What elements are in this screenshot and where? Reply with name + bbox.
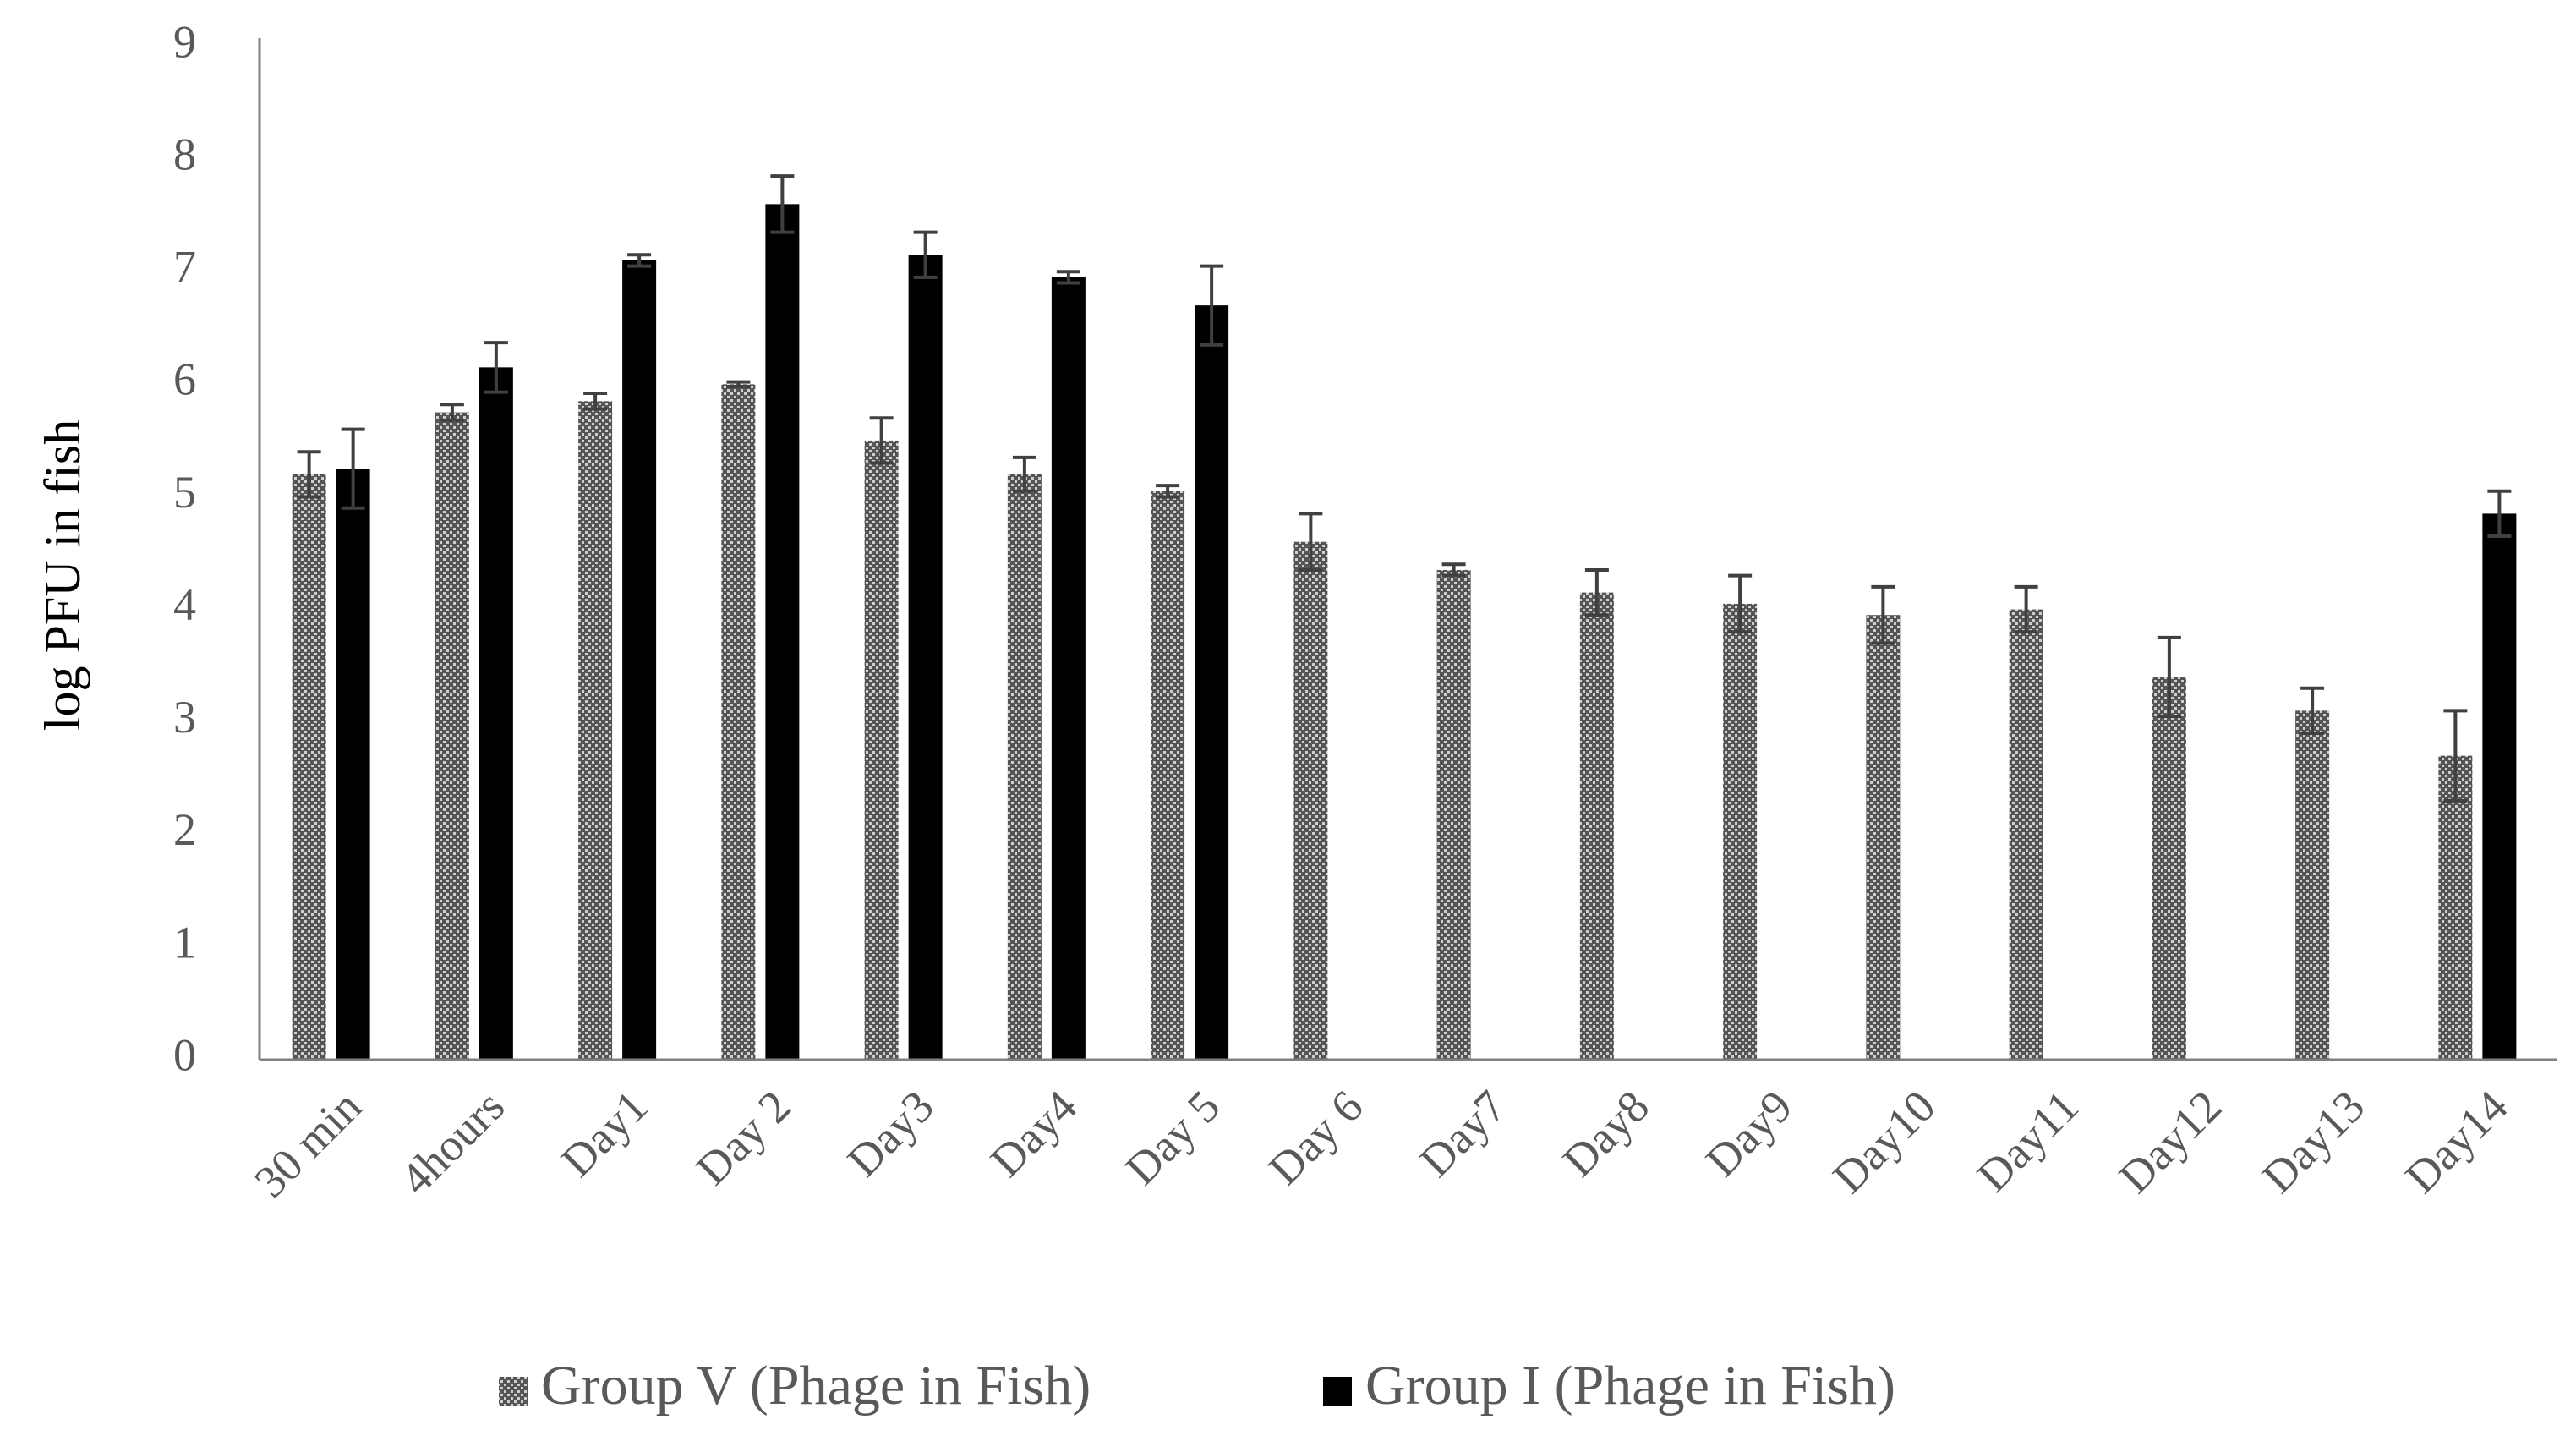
x-tick-label: Day11 <box>1967 1081 2088 1202</box>
error-bar <box>1012 455 1036 493</box>
error-bar <box>1299 512 1323 572</box>
error-bar <box>297 450 321 499</box>
error-bar <box>2300 686 2325 735</box>
error-bar <box>341 427 365 510</box>
error-bar <box>2443 709 2468 803</box>
x-tick-label: Day10 <box>1823 1081 1944 1203</box>
x-tick-label: Day3 <box>838 1081 943 1187</box>
error-bar <box>440 403 464 422</box>
bar <box>435 412 469 1061</box>
legend-label: Group V (Phage in Fish) <box>541 1355 1091 1417</box>
x-tick-label: Day4 <box>981 1081 1086 1187</box>
error-bar <box>1584 567 1609 617</box>
y-tick-label: 3 <box>173 692 196 743</box>
error-bar <box>1441 562 1466 578</box>
y-tick-label: 7 <box>173 242 196 293</box>
bar <box>2438 755 2473 1060</box>
x-tick-label: Day14 <box>2395 1081 2517 1203</box>
bar <box>2152 677 2186 1060</box>
bar <box>1151 491 1185 1060</box>
error-bar <box>2157 635 2181 719</box>
bar <box>1007 474 1042 1060</box>
error-bar <box>869 416 894 465</box>
error-bar <box>1200 264 1224 347</box>
x-tick-label: Day9 <box>1696 1081 1802 1187</box>
y-tick-label: 4 <box>173 579 196 630</box>
bar <box>2009 609 2043 1060</box>
bar <box>1866 615 1901 1060</box>
bar <box>2295 710 2330 1060</box>
bar <box>622 260 657 1060</box>
error-bar <box>1871 584 1895 645</box>
y-tick-label: 9 <box>173 16 196 67</box>
error-bar <box>2014 584 2038 634</box>
y-axis-label: log PFU in fish <box>35 419 90 731</box>
x-tick-label: Day 6 <box>1259 1081 1373 1195</box>
bar <box>1293 541 1328 1060</box>
error-bar <box>484 341 508 394</box>
bar <box>908 255 943 1060</box>
error-bar <box>627 253 652 268</box>
legend-swatch <box>1323 1377 1352 1406</box>
bar <box>1436 569 1471 1060</box>
y-tick-label: 2 <box>173 804 196 855</box>
bar <box>765 204 800 1060</box>
x-tick-label: 30 min <box>244 1081 371 1208</box>
y-tick-label: 0 <box>173 1029 196 1080</box>
y-tick-label: 5 <box>173 467 196 518</box>
bar <box>292 474 326 1060</box>
x-tick-label: Day 5 <box>1116 1081 1230 1195</box>
bar <box>721 384 756 1060</box>
error-bar <box>1156 484 1180 499</box>
y-tick-label: 6 <box>173 354 196 405</box>
x-tick-label: Day 2 <box>686 1081 801 1195</box>
bar <box>479 367 513 1060</box>
y-tick-label: 8 <box>173 129 196 180</box>
error-bar <box>583 391 608 411</box>
error-bar <box>1728 573 1753 634</box>
error-bar <box>770 174 795 234</box>
error-bar <box>2487 489 2512 539</box>
x-tick-label: Day8 <box>1553 1081 1659 1187</box>
legend-label: Group I (Phage in Fish) <box>1365 1355 1895 1417</box>
y-tick-label: 1 <box>173 917 196 967</box>
bar <box>336 469 370 1060</box>
bar <box>1051 277 1086 1060</box>
bar <box>1723 603 1758 1060</box>
bar <box>578 401 613 1060</box>
error-bar <box>1056 270 1080 285</box>
x-tick-label: Day7 <box>1410 1081 1516 1187</box>
bar <box>864 440 899 1060</box>
x-tick-label: Day12 <box>2109 1081 2231 1203</box>
bar <box>2482 513 2517 1060</box>
error-bar <box>913 230 938 279</box>
error-bar <box>726 380 751 388</box>
x-tick-label: 4hours <box>391 1081 514 1204</box>
bar <box>1195 305 1229 1061</box>
bar <box>1579 592 1614 1060</box>
legend-swatch <box>499 1377 528 1406</box>
x-tick-label: Day13 <box>2252 1081 2374 1203</box>
x-tick-label: Day1 <box>551 1081 657 1187</box>
